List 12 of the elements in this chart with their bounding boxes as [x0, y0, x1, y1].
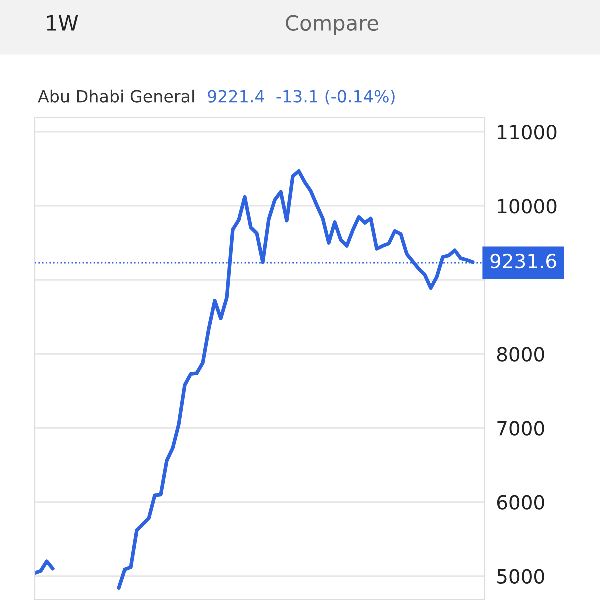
chart-subtitle: 9221.4 -13.1 (-0.14%) [208, 90, 395, 105]
y-tick-label: 10000 [498, 199, 557, 214]
line-series [35, 560, 55, 576]
chart-title: Abu Dhabi General [38, 90, 194, 103]
y-tick-label: 8000 [497, 347, 544, 362]
y-tick-label: 5000 [498, 569, 544, 584]
text: Compare [286, 15, 378, 36]
y-tick-label: 6000 [497, 495, 544, 510]
y-tick-label: 7000 [498, 421, 544, 436]
y-tick-label: 11000 [498, 125, 557, 140]
text: 1W [47, 16, 78, 31]
ref-line-label: 9231.6 [490, 254, 556, 269]
